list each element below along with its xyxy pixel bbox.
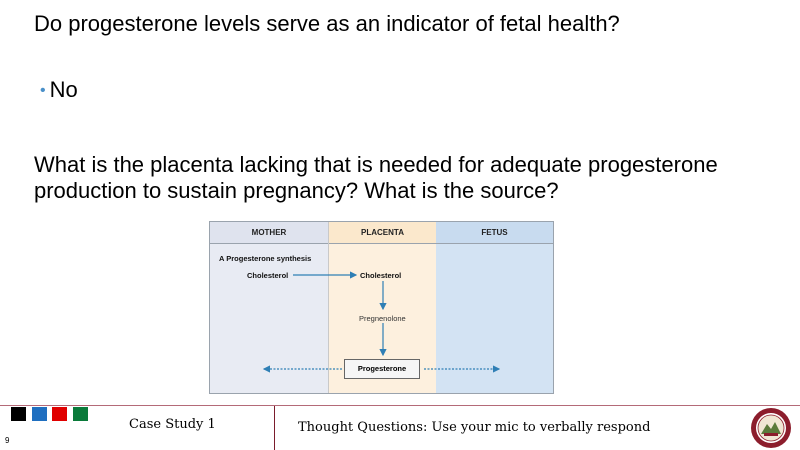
color-square-green <box>73 407 88 421</box>
mother-header: MOTHER <box>210 222 328 244</box>
pregnenolone-label: Pregnenolone <box>359 314 406 323</box>
footer-right-title: Thought Questions: Use your mic to verba… <box>298 420 651 435</box>
mother-cholesterol-label: Cholesterol <box>247 271 289 280</box>
answer-text: No <box>49 77 78 102</box>
color-square-red <box>52 407 67 421</box>
color-square-blue <box>32 407 47 421</box>
panel-label: A <box>219 254 225 263</box>
pathway-arrows <box>262 271 501 373</box>
panel-title-text: Progesterone synthesis <box>226 254 312 263</box>
footer-vertical-divider <box>274 406 275 450</box>
fetus-header: FETUS <box>436 222 553 244</box>
university-seal-icon <box>751 408 791 448</box>
color-square-black <box>11 407 26 421</box>
progesterone-box: Progesterone <box>344 359 420 379</box>
footer-divider <box>0 405 800 406</box>
progesterone-synthesis-figure: MOTHER PLACENTA FETUS A Progesterone syn… <box>209 221 554 394</box>
footer-left-title: Case Study 1 <box>129 417 216 432</box>
answer-bullet: • No <box>40 77 78 103</box>
mother-column: MOTHER <box>210 222 328 393</box>
panel-title: A Progesterone synthesis <box>219 254 311 263</box>
bullet-icon: • <box>40 82 46 99</box>
fetus-column: FETUS <box>436 222 553 393</box>
question-2: What is the placenta lacking that is nee… <box>34 152 718 203</box>
placenta-cholesterol-label: Cholesterol <box>360 271 402 280</box>
page-number: 9 <box>5 436 10 445</box>
placenta-header: PLACENTA <box>329 222 436 244</box>
question-1: Do progesterone levels serve as an indic… <box>34 11 620 36</box>
